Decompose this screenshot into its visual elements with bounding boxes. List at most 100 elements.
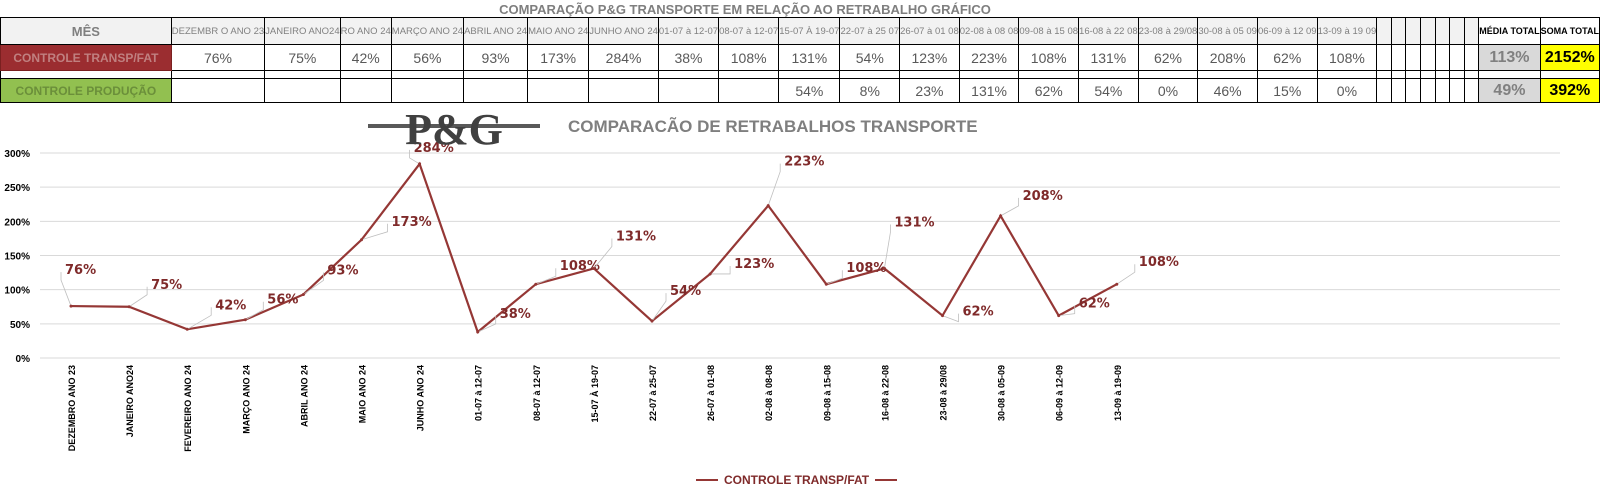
period-header: 06-09 à 12 09 [1256, 17, 1318, 45]
spacer-cell [1137, 70, 1199, 79]
x-tick-label: 08-07 à 12-07 [532, 365, 542, 421]
table-cell [1390, 78, 1407, 103]
data-label-leader [942, 313, 959, 323]
x-tick-label: 09-08 à 15-08 [822, 365, 832, 421]
logo-text: P&G [405, 108, 503, 150]
data-label-leader [1000, 197, 1019, 217]
table-cell [1419, 78, 1436, 103]
spacer-row [0, 70, 1600, 79]
y-tick-label: 250% [4, 183, 30, 194]
data-label: 284% [414, 141, 454, 156]
data-label-leader [361, 223, 388, 241]
table-cell: 0% [1316, 78, 1378, 103]
period-header: MARÇO ANO 24 [390, 17, 465, 45]
spacer-cell [339, 70, 392, 79]
period-header: 15-07 À 19-07 [778, 17, 841, 45]
table-cell: 93% [463, 44, 529, 71]
x-tick-label: JANEIRO ANO24 [125, 365, 135, 437]
table-cell: 173% [527, 44, 590, 71]
spacer-cell [1316, 70, 1378, 79]
data-point [592, 266, 596, 270]
spacer-cell [1197, 70, 1258, 79]
legend-swatch [875, 479, 898, 481]
x-tick-label: 13-09 à 19-09 [1113, 365, 1123, 421]
y-tick-label: 150% [4, 252, 30, 263]
spacer-cell [1256, 70, 1318, 79]
x-tick-label: MAIO ANO 24 [358, 365, 368, 423]
header-row: MÊS DEZEMBR O ANO 23 JANEIRO ANO24 RO ANO 2… [0, 17, 1600, 45]
table-cell: 46% [1197, 78, 1258, 103]
table-cell: 54% [778, 78, 841, 103]
data-label: 108% [846, 261, 886, 276]
spacer-cell [657, 70, 720, 79]
sheet-title: COMPARAÇÃO P&G TRANSPORTE EM RELAÇÃO AO … [499, 2, 991, 17]
data-label: 38% [500, 307, 531, 322]
table-cell: 223% [958, 44, 1020, 71]
data-point [127, 305, 131, 309]
spacer-cell [1478, 70, 1541, 79]
spacer-cell [1463, 70, 1480, 79]
table-cell: 131% [1078, 44, 1139, 71]
table-cell: 62% [1137, 44, 1199, 71]
empty-header [1390, 17, 1407, 45]
data-point [69, 304, 73, 308]
data-point [534, 282, 538, 286]
spacer-cell [264, 70, 341, 79]
data-label-leader [477, 316, 497, 333]
data-label: 62% [963, 305, 994, 320]
chart-legend: CONTROLE TRANSP/FAT [690, 472, 903, 488]
table-cell [1419, 44, 1436, 71]
data-label-leader [186, 307, 212, 330]
x-tick-label: 30-08 à 05-09 [997, 365, 1007, 421]
chart-title: COMPARACÃO DE RETRABALHOS TRANSPORTE [568, 117, 978, 136]
spacer-cell [1405, 70, 1421, 79]
data-label-leader [826, 270, 843, 285]
spacer-cell [1539, 70, 1600, 79]
table-cell: 76% [170, 44, 266, 71]
logo-icon: P&G [368, 108, 540, 150]
y-tick-label: 0% [16, 354, 31, 365]
x-tick-label: 26-07 à 01-08 [706, 365, 716, 421]
table-cell [588, 78, 659, 103]
pg-logo: P&G [368, 108, 540, 150]
table-cell [718, 78, 780, 103]
spacer-cell [1419, 70, 1436, 79]
data-point [999, 214, 1003, 218]
empty-header [1419, 17, 1436, 45]
data-label: 173% [392, 215, 432, 230]
table-cell [1376, 78, 1392, 103]
data-label: 75% [151, 278, 182, 293]
data-point [476, 330, 480, 334]
table-cell [170, 78, 266, 103]
spacer-cell [839, 70, 901, 79]
row-label: CONTROLE TRANSP/FAT [0, 44, 172, 71]
data-label: 223% [784, 155, 824, 170]
data-point [650, 319, 654, 323]
period-header: 22-07 à 25 07 [839, 17, 901, 45]
table-cell: 131% [778, 44, 841, 71]
data-point [708, 272, 712, 276]
table-cell [1449, 44, 1465, 71]
x-tick-label: ABRIL ANO 24 [299, 365, 309, 427]
spacer-cell [0, 70, 172, 79]
table-cell: 62% [1256, 44, 1318, 71]
spacer-cell [1018, 70, 1080, 79]
data-label-leader [593, 238, 613, 269]
data-label-leader [1058, 305, 1076, 317]
spacer-cell [1390, 70, 1407, 79]
empty-header [1376, 17, 1392, 45]
spacer-cell [958, 70, 1020, 79]
spacer-cell [718, 70, 780, 79]
table-cell [1434, 78, 1451, 103]
data-point [941, 314, 944, 318]
table-cell: 284% [588, 44, 659, 71]
table-row: CONTROLE PRODUÇÃO 54% 8% 23% 131% 62% 54% 0% 46%… [0, 78, 1600, 103]
data-label-leader [128, 286, 148, 308]
table-cell: 108% [718, 44, 780, 71]
table-cell: 75% [264, 44, 341, 71]
data-label-leader [884, 224, 891, 269]
spacer-cell [1449, 70, 1465, 79]
table-cell: 56% [390, 44, 465, 71]
data-label: 123% [734, 257, 774, 272]
data-label: 56% [267, 293, 298, 308]
